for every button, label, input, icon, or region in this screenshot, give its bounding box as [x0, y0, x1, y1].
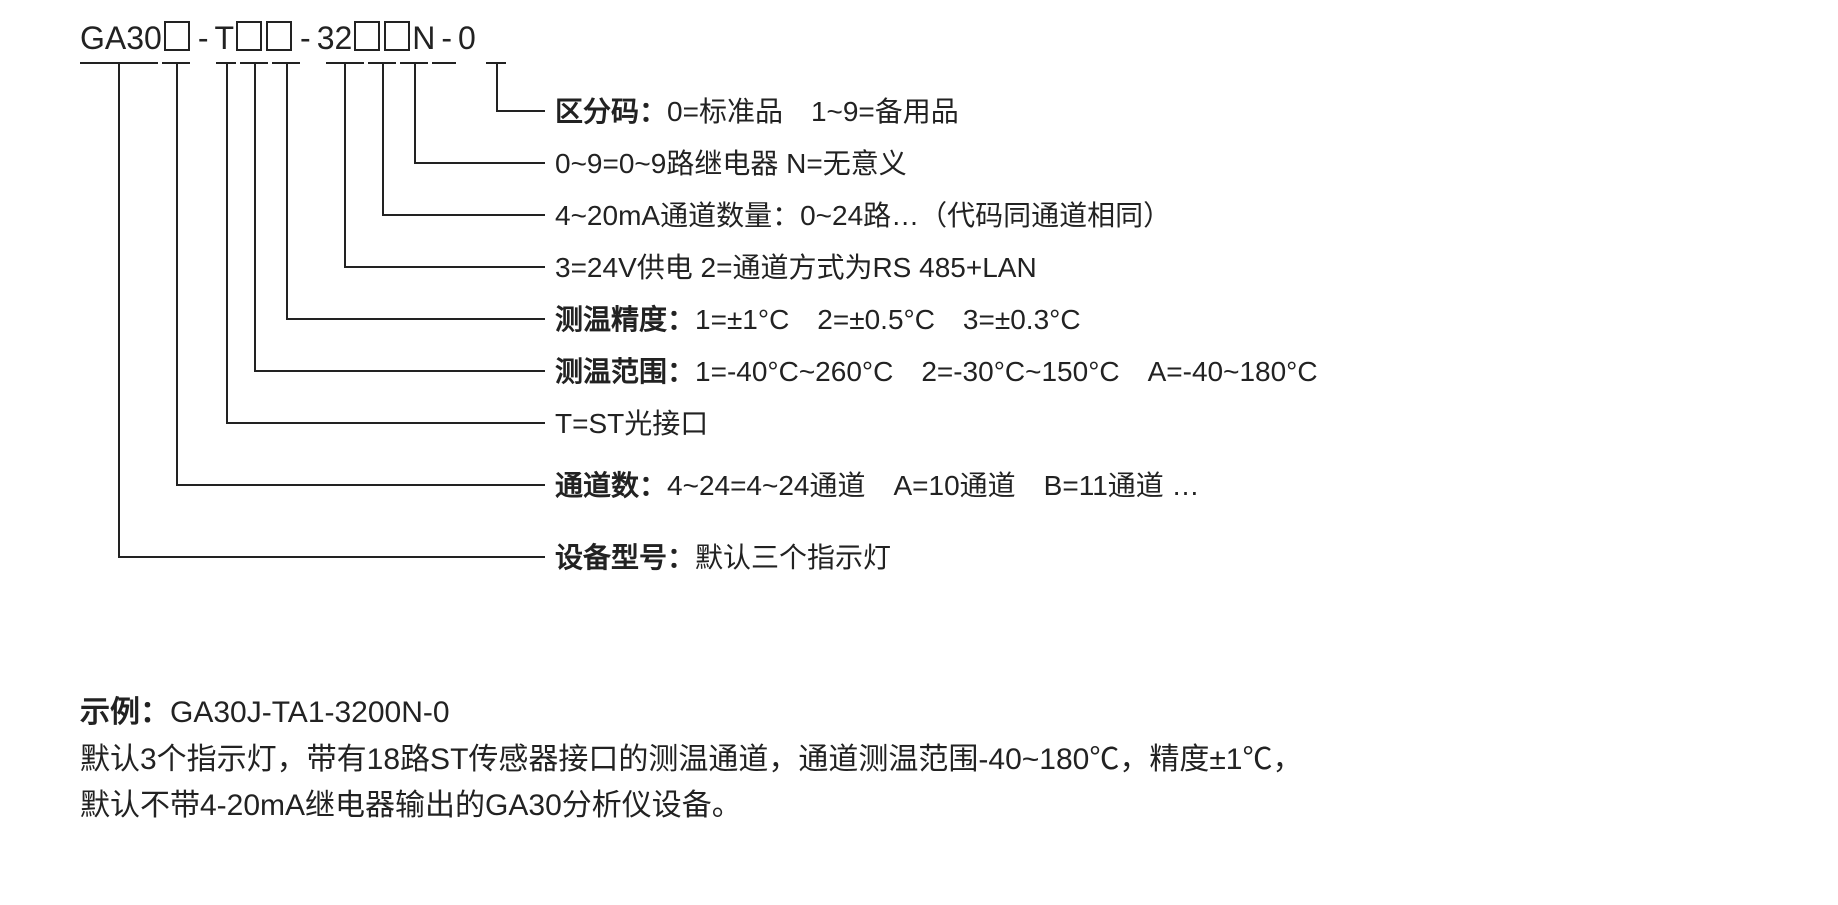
code-segment: - — [198, 20, 209, 57]
desc-text: 1=-40°C~260°C 2=-30°C~150°C A=-40~180°C — [695, 356, 1318, 387]
connector-hline — [344, 266, 545, 268]
code-segment: GA30 — [80, 20, 162, 57]
example-label: 示例： — [80, 696, 170, 729]
code-placeholder — [384, 21, 410, 51]
desc-text: 1=±1°C 2=±0.5°C 3=±0.3°C — [695, 304, 1081, 335]
description-row: 通道数：4~24=4~24通道 A=10通道 B=11通道 … — [555, 472, 1200, 500]
desc-label: 测温精度： — [555, 304, 695, 335]
desc-text: 4~20mA通道数量：0~24路…（代码同通道相同） — [555, 200, 1171, 231]
code-placeholder — [236, 21, 262, 51]
description-row: T=ST光接口 — [555, 410, 708, 438]
description-row: 测温精度：1=±1°C 2=±0.5°C 3=±0.3°C — [555, 306, 1081, 334]
code-segment: - — [441, 20, 452, 57]
code-segment: 32 — [317, 20, 353, 57]
segment-underline — [432, 62, 456, 64]
desc-label: 设备型号： — [555, 542, 695, 573]
desc-text: 4~24=4~24通道 A=10通道 B=11通道 … — [667, 470, 1200, 501]
code-placeholder — [354, 21, 380, 51]
code-segment: 0 — [458, 20, 476, 57]
desc-text: 3=24V供电 2=通道方式为RS 485+LAN — [555, 252, 1037, 283]
code-placeholder — [164, 21, 190, 51]
description-row: 区分码：0=标准品 1~9=备用品 — [555, 98, 959, 126]
desc-text: 默认三个指示灯 — [695, 542, 891, 573]
desc-text: 0=标准品 1~9=备用品 — [667, 96, 959, 127]
desc-text: T=ST光接口 — [555, 408, 708, 439]
desc-label: 通道数： — [555, 470, 667, 501]
example-block: 示例：GA30J-TA1-3200N-0 默认3个指示灯，带有18路ST传感器接口… — [80, 690, 1302, 830]
connector-vline — [496, 64, 498, 110]
connector-vline — [414, 64, 416, 162]
connector-vline — [118, 64, 120, 556]
product-code: GA30-T-32N-0 — [80, 20, 476, 57]
connector-vline — [382, 64, 384, 214]
desc-text: 0~9=0~9路继电器 N=无意义 — [555, 148, 907, 179]
description-row: 4~20mA通道数量：0~24路…（代码同通道相同） — [555, 202, 1171, 230]
connector-hline — [118, 556, 545, 558]
code-segment: N — [412, 20, 435, 57]
connector-hline — [496, 110, 545, 112]
code-segment: - — [300, 20, 311, 57]
connector-hline — [286, 318, 545, 320]
connector-hline — [254, 370, 545, 372]
desc-label: 测温范围： — [555, 356, 695, 387]
connector-hline — [414, 162, 545, 164]
desc-label: 区分码： — [555, 96, 667, 127]
example-body-line: 默认不带4-20mA继电器输出的GA30分析仪设备。 — [80, 783, 1302, 830]
connector-vline — [176, 64, 178, 484]
connector-hline — [176, 484, 545, 486]
description-row: 0~9=0~9路继电器 N=无意义 — [555, 150, 907, 178]
connector-hline — [382, 214, 545, 216]
code-placeholder — [266, 21, 292, 51]
description-row: 测温范围：1=-40°C~260°C 2=-30°C~150°C A=-40~1… — [555, 358, 1318, 386]
connector-vline — [344, 64, 346, 266]
connector-vline — [254, 64, 256, 370]
code-segment: T — [214, 20, 234, 57]
description-row: 3=24V供电 2=通道方式为RS 485+LAN — [555, 254, 1037, 282]
connector-vline — [226, 64, 228, 422]
connector-vline — [286, 64, 288, 318]
connector-hline — [226, 422, 545, 424]
example-body-line: 默认3个指示灯，带有18路ST传感器接口的测温通道，通道测温范围-40~180℃… — [80, 737, 1302, 784]
description-row: 设备型号：默认三个指示灯 — [555, 544, 891, 572]
example-code: GA30J-TA1-3200N-0 — [170, 696, 450, 729]
